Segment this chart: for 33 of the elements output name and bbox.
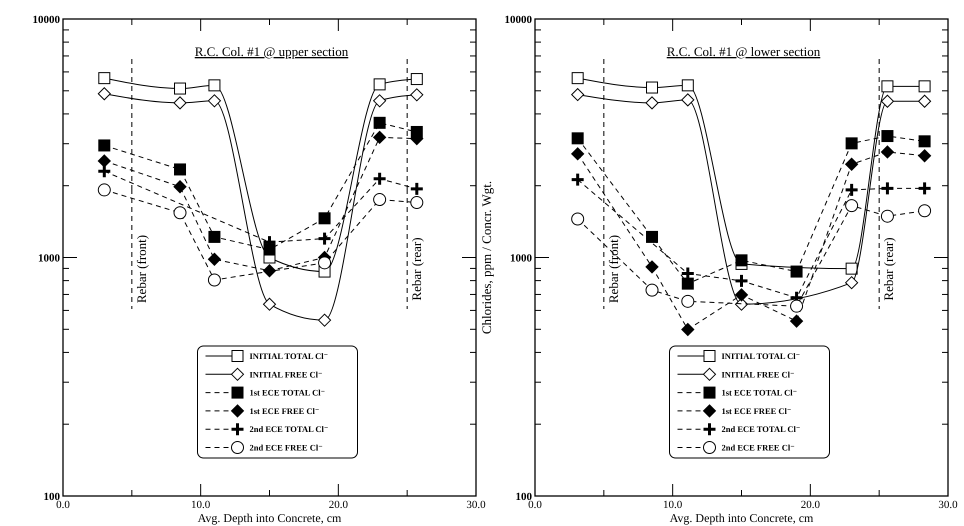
ref-line-label: Rebar (rear)	[881, 237, 896, 301]
legend-label: INITIAL TOTAL Cl⁻	[722, 351, 800, 361]
y-tick-label: 1000	[38, 252, 60, 264]
x-tick-label: 0.0	[56, 499, 70, 511]
y-axis-title: Chlorides, ppm / Concr. Wgt.	[479, 180, 494, 334]
legend-label: 2nd ECE FREE Cl⁻	[722, 442, 795, 452]
legend-label: INITIAL TOTAL Cl⁻	[250, 351, 328, 361]
y-tick-label: 1000	[510, 252, 532, 264]
x-tick-label: 30.0	[466, 499, 486, 511]
legend-label: 2nd ECE TOTAL Cl⁻	[250, 424, 328, 434]
x-tick-label: 10.0	[663, 499, 683, 511]
x-tick-label: 30.0	[938, 499, 958, 511]
legend-label: 1st ECE TOTAL Cl⁻	[250, 388, 326, 398]
x-axis-title: Avg. Depth into Concrete, cm	[670, 511, 814, 525]
legend-label: 1st ECE FREE Cl⁻	[250, 406, 320, 416]
legend-label: 1st ECE FREE Cl⁻	[722, 406, 792, 416]
y-tick-label: 10000	[32, 14, 60, 26]
x-tick-label: 10.0	[191, 499, 211, 511]
legend-label: INITIAL FREE Cl⁻	[722, 369, 794, 380]
text: R.C. Col. #1 @ upper section	[194, 44, 349, 59]
x-tick-label: 20.0	[328, 499, 348, 511]
legend-label: 1st ECE TOTAL Cl⁻	[722, 388, 798, 398]
x-tick-label: 0.0	[528, 499, 542, 511]
legend-label: INITIAL FREE Cl⁻	[250, 369, 322, 380]
y-tick-label: 10000	[504, 14, 532, 26]
x-axis-title: Avg. Depth into Concrete, cm	[198, 511, 342, 525]
ref-line-label: Rebar (front)	[606, 234, 621, 304]
legend-label: 2nd ECE TOTAL Cl⁻	[722, 424, 800, 434]
x-tick-label: 20.0	[800, 499, 820, 511]
legend-label: 2nd ECE FREE Cl⁻	[250, 442, 323, 452]
text: R.C. Col. #1 @ lower section	[666, 44, 821, 59]
ref-line-label: Rebar (rear)	[409, 237, 424, 301]
ref-line-label: Rebar (front)	[134, 234, 149, 304]
